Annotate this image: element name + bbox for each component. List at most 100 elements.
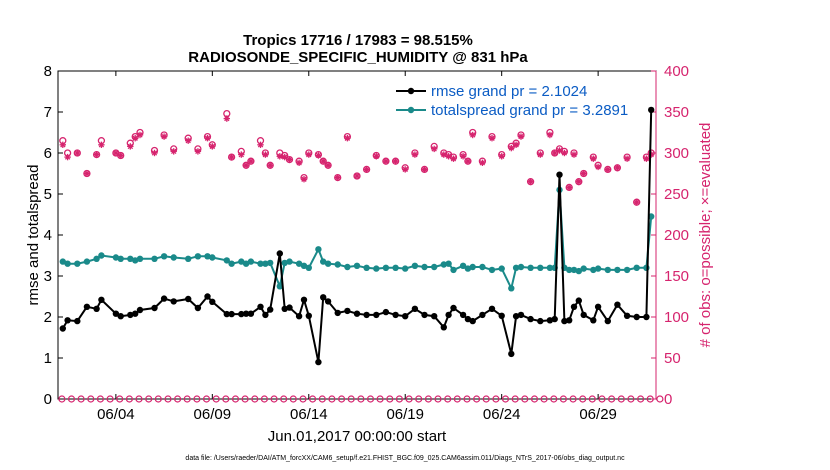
obs-evaluated-stroke <box>643 156 650 162</box>
obs-evaluated-marker <box>594 163 602 171</box>
spread-point <box>537 264 544 271</box>
spread-point <box>83 258 91 265</box>
obs-evaluated-marker <box>160 133 168 140</box>
obs-evaluated-marker <box>238 151 245 158</box>
obs-evaluated-marker <box>373 153 380 160</box>
spread-point <box>604 266 611 274</box>
obs-zero-marker <box>646 395 654 403</box>
obs-evaluated-stroke <box>595 164 601 170</box>
obs-evaluated-marker <box>411 151 419 158</box>
rmse-point <box>238 310 245 318</box>
obs-zero-marker <box>347 395 355 403</box>
obs-evaluated-marker <box>117 152 124 159</box>
obs-evaluated-stroke <box>537 151 543 158</box>
obs-zero-marker <box>241 395 249 403</box>
spread-point <box>238 258 245 265</box>
rmse-point <box>276 250 283 257</box>
rmse-point <box>512 313 520 320</box>
rmse-point <box>281 305 288 312</box>
obs-evaluated-stroke <box>281 154 288 160</box>
rmse-point <box>286 304 293 311</box>
obs-evaluated-stroke <box>441 151 447 158</box>
rmse-point <box>170 298 177 305</box>
obs-evaluated-marker <box>83 170 91 177</box>
spread-point <box>498 265 505 272</box>
spread-point <box>262 260 269 267</box>
obs-zero-marker <box>550 395 558 403</box>
obs-evaluated-stroke <box>363 166 370 173</box>
obs-evaluated-marker <box>508 144 515 152</box>
obs-evaluated-marker <box>551 149 558 157</box>
rmse-point <box>402 313 409 320</box>
spread-point <box>267 259 274 267</box>
obs-evaluated-stroke <box>248 158 254 164</box>
y-tick-label: 1 <box>44 350 52 367</box>
spread-point <box>281 259 288 267</box>
obs-evaluated-stroke <box>195 148 201 155</box>
spread-point <box>185 255 192 262</box>
obs-evaluated-stroke <box>228 154 235 160</box>
obs-evaluated-marker <box>305 151 312 158</box>
obs-evaluated-marker <box>262 151 269 158</box>
obs-evaluated-marker <box>590 155 597 162</box>
obs-evaluated-stroke <box>373 153 379 159</box>
obs-evaluated-stroke <box>605 166 611 173</box>
obs-zero-marker <box>656 395 664 403</box>
spread-point <box>479 263 486 271</box>
obs-evaluated-marker <box>556 147 563 154</box>
obs-zero-marker <box>231 395 240 403</box>
obs-evaluated-marker <box>276 153 283 160</box>
spread-point <box>117 255 124 262</box>
rmse-point <box>334 309 341 317</box>
obs-evaluated-marker <box>464 158 472 165</box>
obs-zero-marker <box>260 395 268 403</box>
obs-evaluated-marker <box>517 133 525 140</box>
spread-point <box>373 265 380 272</box>
rmse-point <box>459 311 467 319</box>
obs-evaluated-marker <box>633 199 640 206</box>
spread-point <box>546 264 554 271</box>
obs-evaluated-stroke <box>556 147 563 154</box>
y-right-tick-label: 150 <box>664 268 689 285</box>
obs-evaluated-marker <box>344 135 351 142</box>
spread-point <box>344 263 351 271</box>
obs-evaluated-stroke <box>98 142 105 148</box>
obs-evaluated-marker <box>561 149 568 157</box>
obs-zero-marker <box>463 395 471 403</box>
obs-zero-marker <box>559 395 568 403</box>
spread-point <box>566 266 573 274</box>
rmse-point <box>228 310 235 318</box>
obs-evaluated-marker <box>546 131 554 139</box>
rmse-point <box>363 311 370 319</box>
obs-zero-marker <box>501 395 510 403</box>
spread-point <box>517 263 525 271</box>
obs-zero-marker <box>627 395 635 403</box>
rmse-point <box>93 305 100 312</box>
y-right-axis-label: # of obs: o=possible; ×=evaluated <box>697 123 714 348</box>
obs-zero-marker <box>299 395 307 403</box>
rmse-point <box>117 313 124 320</box>
obs-evaluated-stroke <box>508 145 515 151</box>
x-tick-label: 06/14 <box>290 406 328 423</box>
rmse-point <box>151 304 158 312</box>
spread-point <box>136 255 144 262</box>
obs-evaluated-stroke <box>286 156 293 163</box>
y-right-tick-label: 400 <box>664 63 689 80</box>
rmse-point <box>160 295 168 302</box>
obs-evaluated-marker <box>570 151 578 158</box>
obs-evaluated-marker <box>247 158 255 165</box>
obs-evaluated-marker <box>315 152 322 159</box>
spread-point <box>194 253 202 260</box>
y-right-tick-label: 300 <box>664 145 689 162</box>
obs-evaluated-stroke <box>204 135 211 141</box>
spread-point <box>151 255 158 262</box>
rmse-point <box>421 311 428 319</box>
spread-point <box>512 264 520 271</box>
spread-point <box>64 260 71 267</box>
obs-evaluated-marker <box>421 166 428 173</box>
obs-zero-marker <box>145 395 153 403</box>
x-tick-label: 06/29 <box>579 406 617 423</box>
obs-evaluated-stroke <box>238 151 244 158</box>
obs-evaluated-marker <box>512 141 520 148</box>
obs-evaluated-marker <box>112 149 120 157</box>
